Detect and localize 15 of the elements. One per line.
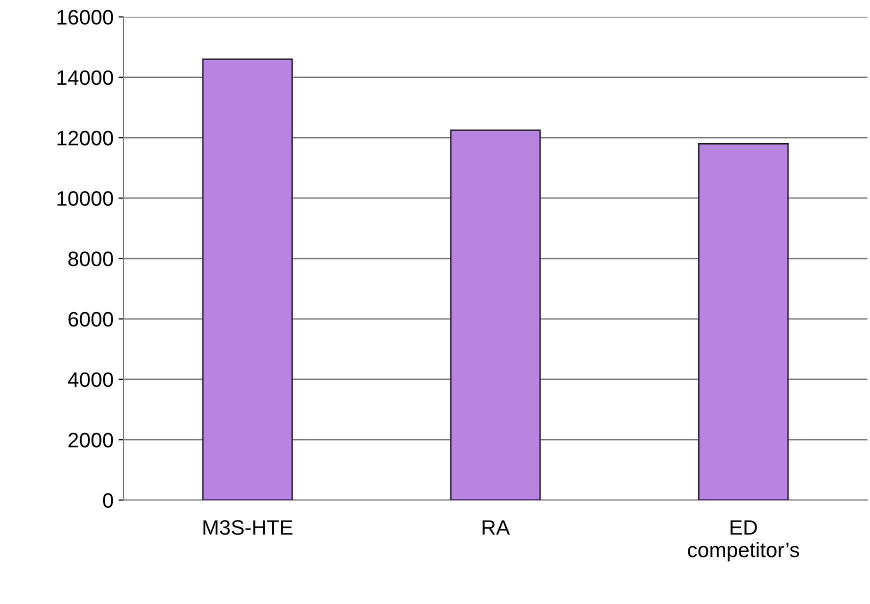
y-tick-label: 4000	[68, 372, 114, 388]
x-tick-label: M3S-HTE	[204, 520, 292, 535]
y-tick-label: 16000	[57, 10, 114, 25]
y-tick-label: 0	[103, 493, 114, 508]
y-tick-label: 12000	[57, 130, 114, 146]
x-tick-label: ED competitor’s	[688, 520, 800, 562]
y-tick-label: 8000	[68, 252, 114, 266]
bar	[450, 129, 541, 500]
x-tick-label: RA	[482, 520, 510, 535]
y-tick-label: 6000	[68, 312, 114, 327]
y-tick-label: 10000	[57, 191, 114, 206]
bar	[698, 143, 789, 500]
bar	[202, 58, 293, 500]
y-tick-label: 2000	[68, 432, 114, 448]
y-tick-label: 14000	[57, 70, 114, 86]
